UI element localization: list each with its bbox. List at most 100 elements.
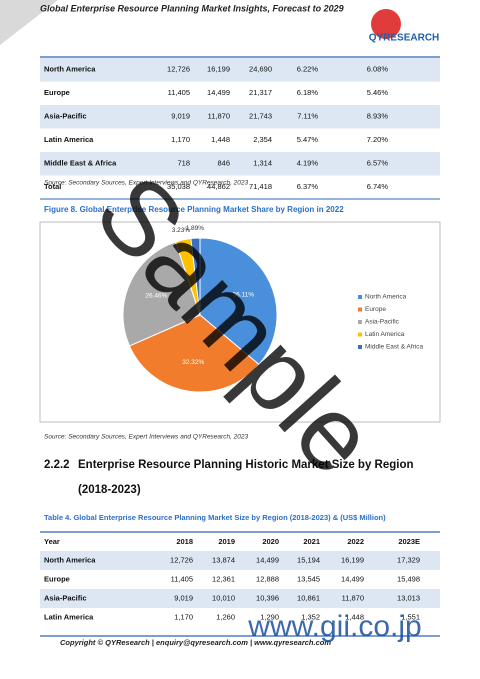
table-cell: 1,290	[260, 612, 279, 621]
legend-label: Europe	[365, 306, 386, 313]
table-cell: 1,551	[401, 612, 420, 621]
table-cell: 14,499	[207, 88, 230, 97]
table-title: Table 4. Global Enterprise Resource Plan…	[44, 513, 386, 522]
table-cell: 2,354	[253, 135, 272, 144]
table-cell: 14,499	[341, 574, 364, 583]
column-header: 2018	[176, 537, 193, 546]
column-header: 2023E	[398, 537, 420, 546]
pie-slice	[122, 241, 201, 347]
table-cell: 5.46%	[367, 88, 389, 97]
table-cell: 6.18%	[297, 88, 319, 97]
table-cell: 1,314	[253, 159, 272, 168]
legend-swatch	[358, 307, 362, 312]
table-cell: 1,170	[174, 612, 193, 621]
table-cell: 13,874	[212, 555, 235, 564]
table-cell: 1,170	[171, 135, 190, 144]
legend-swatch	[358, 295, 362, 299]
table-cell: 21,317	[249, 88, 272, 97]
corner-decoration	[0, 0, 58, 45]
slice-label: 36.11%	[232, 292, 254, 299]
logo-icon	[371, 9, 401, 39]
row-band	[40, 152, 440, 176]
table-cell: 13,013	[397, 593, 420, 602]
column-header: 2021	[303, 537, 320, 546]
row-band	[40, 58, 440, 82]
table-cell: 10,396	[256, 593, 279, 602]
row-label: North America	[44, 555, 96, 564]
source-note: Source: Secondary Sources, Expert Interv…	[44, 180, 249, 187]
table-cell: 9,019	[171, 112, 190, 121]
slice-label: 3.23%	[172, 227, 191, 234]
table-cell: 35,038	[167, 182, 190, 191]
row-label: Total	[44, 182, 61, 191]
row-band	[40, 551, 440, 570]
table-cell: 4.19%	[297, 159, 319, 168]
slice-label: 1.89%	[186, 225, 205, 232]
table-cell: 6.37%	[297, 182, 319, 191]
table-cell: 10,861	[297, 593, 320, 602]
table-cell: 16,199	[207, 65, 230, 74]
legend-swatch	[358, 320, 362, 324]
legend-label: North America	[365, 294, 407, 301]
column-header: 2020	[262, 537, 279, 546]
table-cell: 6.08%	[367, 65, 389, 74]
table-cell: 718	[177, 159, 190, 168]
row-label: Asia-Pacific	[44, 112, 87, 121]
table-cell: 15,498	[397, 574, 420, 583]
row-label: Europe	[44, 574, 70, 583]
pie-slice	[199, 237, 278, 366]
header-title: Global Enterprise Resource Planning Mark…	[40, 3, 344, 13]
pie-slice	[190, 237, 201, 316]
table-cell: 12,726	[167, 65, 190, 74]
table-cell: 11,405	[171, 574, 193, 583]
pie-slice	[128, 314, 260, 393]
table-cell: 44,862	[207, 182, 230, 191]
table-cell: 16,199	[341, 555, 364, 564]
table-cell: 12,888	[256, 574, 279, 583]
row-band	[40, 105, 440, 129]
row-label: North America	[44, 65, 96, 74]
source-note: Source: Secondary Sources, Expert Interv…	[44, 434, 249, 441]
table-cell: 6.57%	[367, 159, 389, 168]
table-cell: 846	[217, 159, 230, 168]
table-cell: 10,010	[212, 593, 235, 602]
table-cell: 14,499	[256, 555, 279, 564]
table-cell: 7.20%	[367, 135, 389, 144]
section-title: Enterprise Resource Planning Historic Ma…	[78, 459, 414, 471]
table-cell: 6.74%	[367, 182, 389, 191]
table-cell: 12,361	[212, 574, 235, 583]
legend-label: Asia-Pacific	[365, 319, 400, 326]
row-label: Middle East & Africa	[44, 159, 117, 168]
table-cell: 11,870	[208, 112, 230, 121]
content: North America 12,726 16,199 24,690 6.22% 6.08…	[40, 58, 440, 621]
slice-label: 32.32%	[182, 359, 204, 366]
footer: Copyright © QYResearch | enquiry@qyresea…	[60, 638, 331, 647]
watermark-site: www.gii.co.jp	[247, 610, 421, 643]
column-header: Year	[44, 537, 60, 546]
table-cell: 1,352	[301, 612, 320, 621]
legend-swatch	[358, 332, 362, 337]
column-header: 2022	[347, 537, 364, 546]
row-label: Latin America	[44, 135, 94, 144]
logo-text: QYRESEARCH	[369, 33, 440, 44]
section-number: 2.2.2	[44, 459, 70, 471]
table-cell: 12,726	[170, 555, 193, 564]
row-label: Europe	[44, 88, 70, 97]
figure-frame	[39, 221, 441, 423]
legend-swatch	[358, 345, 362, 349]
legend-label: Latin America	[365, 331, 405, 338]
slice-label: 26.46%	[145, 292, 167, 299]
table-cell: 17,329	[397, 555, 420, 564]
row-label: Latin America	[44, 612, 94, 621]
row-band	[40, 589, 440, 608]
figure-title: Figure 8. Global Enterprise Resource Pla…	[44, 205, 344, 214]
table-cell: 5.47%	[297, 135, 319, 144]
table-cell: 8.93%	[367, 112, 389, 121]
table-cell: 13,545	[297, 574, 320, 583]
table-cell: 71,418	[249, 182, 272, 191]
table-cell: 1,260	[216, 612, 235, 621]
table-cell: 11,870	[342, 593, 364, 602]
row-label: Asia-Pacific	[44, 593, 87, 602]
table-cell: 24,690	[249, 65, 272, 74]
